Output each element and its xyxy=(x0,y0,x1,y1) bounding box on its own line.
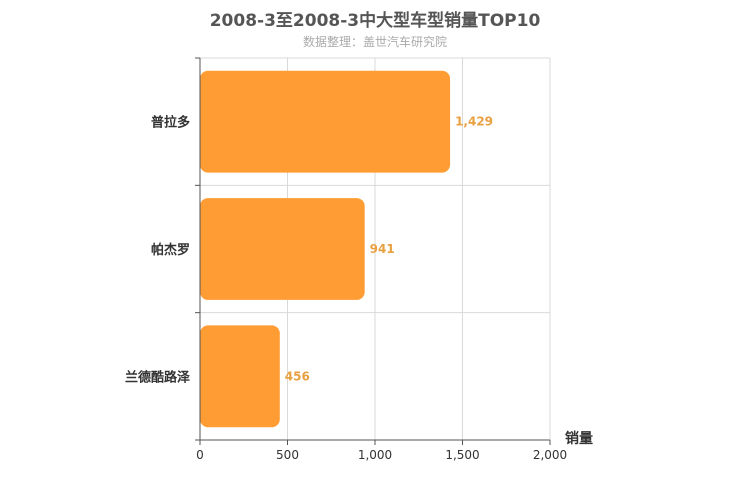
category-label: 帕杰罗 xyxy=(151,242,190,258)
category-label: 兰德酷路泽 xyxy=(125,369,191,385)
bars xyxy=(200,70,451,428)
x-tick-label: 1,000 xyxy=(358,448,392,462)
data-label: 941 xyxy=(370,242,395,256)
chart-subtitle: 数据整理：盖世汽车研究院 xyxy=(302,35,447,49)
x-axis-title: 销量 xyxy=(565,430,593,447)
axes xyxy=(195,57,551,445)
bar xyxy=(200,325,280,428)
category-label: 普拉多 xyxy=(151,115,190,131)
labels: 1,429 普拉多 941 帕杰罗 456 兰德酷路泽 0 500 1,000 1,500 2,00… xyxy=(125,115,567,462)
data-label: 456 xyxy=(285,369,310,383)
x-tick-label: 2,000 xyxy=(533,448,567,462)
data-label: 1,429 xyxy=(455,115,493,129)
x-tick-label: 0 xyxy=(196,448,204,462)
bar xyxy=(200,198,365,300)
x-tick-label: 500 xyxy=(276,448,299,462)
x-tick-label: 1,500 xyxy=(445,448,479,462)
bar xyxy=(200,70,451,173)
chart-title: 2008-3至2008-3中大型车型销量TOP10 xyxy=(209,11,541,31)
